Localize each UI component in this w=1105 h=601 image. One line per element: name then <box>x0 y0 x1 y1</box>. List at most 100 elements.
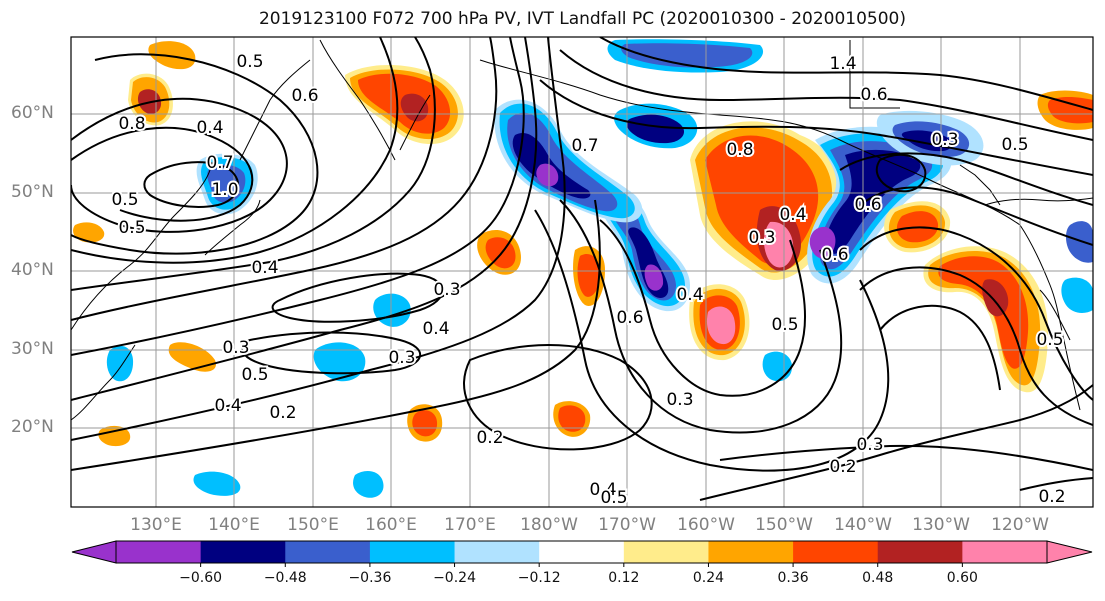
colorbar-tick-label: −0.48 <box>263 570 307 586</box>
pv-anomaly-region <box>353 470 384 498</box>
coastline <box>959 164 1001 206</box>
ivt-contour <box>699 384 1093 501</box>
contour-labels: 0.50.60.40.70.81.00.50.40.30.40.30.50.30… <box>109 50 1067 507</box>
pv-shading <box>73 39 1093 498</box>
contour-label: 0.3 <box>856 435 883 455</box>
pv-anomaly-region <box>764 221 794 268</box>
colorbar-extend-low <box>71 540 117 564</box>
ivt-contour <box>859 226 1093 401</box>
colorbar-frame <box>115 540 1048 564</box>
ivt-contour <box>271 272 444 323</box>
pv-anomaly-region <box>98 425 131 447</box>
contour-label: 0.8 <box>118 114 145 134</box>
pv-anomaly-region <box>106 345 134 382</box>
pv-anomaly-region <box>938 256 1029 369</box>
ivt-contour <box>71 37 538 401</box>
pv-anomaly-region <box>1047 96 1093 124</box>
colorbar-tick-label: −0.24 <box>433 570 476 586</box>
colorbar-segment <box>454 541 540 563</box>
lon-tick-label: 160°E <box>365 515 417 535</box>
pv-anomaly-region <box>193 471 241 496</box>
lon-tick-label: 140°W <box>834 515 892 535</box>
pv-anomaly-region <box>982 279 1009 317</box>
lat-tick-label: 50°N <box>11 182 54 202</box>
ivt-contour <box>240 331 422 375</box>
colorbar-segment <box>285 541 371 563</box>
contour-label: 0.5 <box>111 190 138 210</box>
colorbar-tick-label: 0.60 <box>946 570 978 586</box>
ivt-contour <box>859 266 1093 426</box>
coastline <box>71 169 211 331</box>
chart-title: 2019123100 F072 700 hPa PV, IVT Landfall… <box>258 9 906 29</box>
lat-tick-label: 30°N <box>11 339 54 359</box>
pv-anomaly-region <box>148 41 196 70</box>
gridlines <box>71 37 1093 507</box>
ivt-contour <box>559 49 1093 141</box>
coastline <box>71 344 136 421</box>
ivt-contour <box>463 344 653 451</box>
colorbar-tick-label: −0.60 <box>179 570 223 586</box>
colorbar-tick-label: 0.36 <box>777 570 809 586</box>
pv-anomaly-region <box>1065 221 1093 263</box>
colorbar-segment <box>877 541 963 563</box>
ivt-contour <box>599 37 1093 111</box>
colorbar-segment <box>539 541 625 563</box>
colorbar-segment <box>116 541 202 563</box>
pv-anomaly-region <box>1061 277 1093 313</box>
contour-label: 1.4 <box>829 54 856 74</box>
ivt-contour <box>879 304 1001 391</box>
contour-label: 0.7 <box>571 136 598 156</box>
lat-tick-label: 40°N <box>11 260 54 280</box>
ivt-contour <box>839 152 1093 206</box>
colorbar-segment <box>623 541 709 563</box>
contour-label: 0.5 <box>241 365 268 385</box>
colorbar <box>71 540 1093 567</box>
contour-label: 0.6 <box>291 86 318 106</box>
colorbar-tick-label: −0.36 <box>348 570 392 586</box>
contour-label: 0.2 <box>829 457 856 477</box>
ivt-contour <box>539 79 1093 176</box>
contour-label: 0.8 <box>726 140 753 160</box>
contour-label: 0.3 <box>222 338 249 358</box>
ivt-contour <box>71 37 566 441</box>
ivt-contour <box>71 126 254 222</box>
lon-tick-label: 170°E <box>444 515 496 535</box>
ivt-contour <box>599 219 806 397</box>
contour-label: 0.4 <box>676 285 703 305</box>
ivt-contour <box>719 444 1093 471</box>
contour-label: 0.3 <box>666 390 693 410</box>
lat-tick-label: 60°N <box>11 103 54 123</box>
lat-tick-label: 20°N <box>11 417 54 437</box>
contour-label: 0.2 <box>1038 487 1065 507</box>
contour-label: 0.4 <box>589 480 616 500</box>
ivt-contour <box>71 37 436 291</box>
ivt-contour <box>71 37 498 321</box>
pv-anomaly-region <box>313 342 366 382</box>
ivt-contour <box>875 153 927 193</box>
contour-label: 0.5 <box>236 52 263 72</box>
pv-anomaly-region <box>412 410 438 437</box>
pv-anomaly-region <box>621 43 753 68</box>
lon-tick-label: 140°E <box>208 515 260 535</box>
contour-label: 0.5 <box>118 218 145 238</box>
colorbar-segment <box>369 541 456 563</box>
colorbar-tick-label: 0.24 <box>692 570 725 586</box>
contour-label: 0.6 <box>860 85 887 105</box>
ivt-contour <box>71 37 399 264</box>
colorbar-segment <box>200 541 286 563</box>
colorbar-segment <box>962 541 1048 563</box>
pv-anomaly-region <box>809 226 836 259</box>
ivt-contour <box>1019 477 1093 491</box>
contour-label: 0.5 <box>1036 330 1063 350</box>
contour-label: 0.2 <box>476 428 503 448</box>
contour-label: 0.6 <box>821 245 848 265</box>
lon-tick-label: 180°W <box>520 515 578 535</box>
pv-anomaly-region <box>73 222 105 243</box>
lon-tick-label: 120°W <box>991 515 1049 535</box>
lon-tick-label: 170°W <box>598 515 656 535</box>
coastline <box>1039 289 1071 341</box>
ivt-contour <box>71 37 525 356</box>
coastline <box>319 39 396 161</box>
colorbar-segment <box>708 541 794 563</box>
